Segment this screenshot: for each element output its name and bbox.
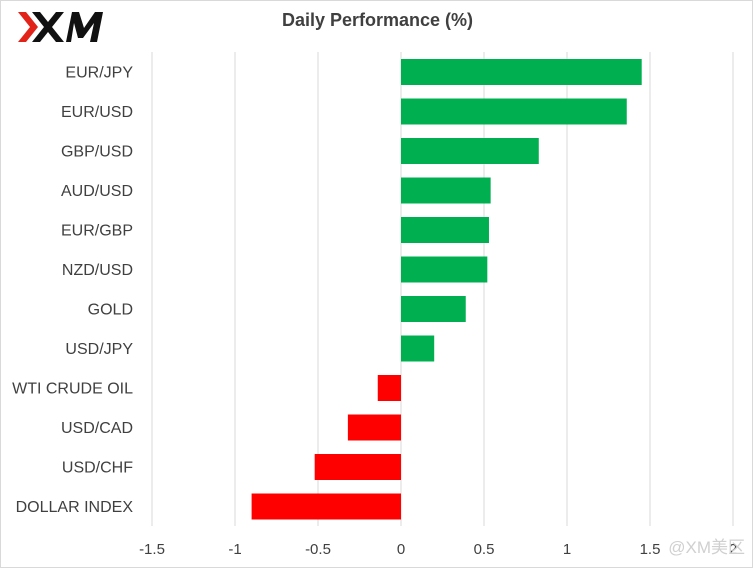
category-label: GBP/USD <box>61 144 133 161</box>
bar <box>401 296 466 322</box>
bar <box>401 217 489 243</box>
watermark: @XM美区 <box>668 538 745 557</box>
x-tick-label: 0 <box>397 541 405 558</box>
xm-logo: XM <box>18 12 103 42</box>
bar <box>377 375 401 401</box>
x-tick-label: -0.5 <box>305 541 331 558</box>
bar <box>347 414 401 441</box>
gridlines <box>151 52 734 526</box>
x-tick-label: 1.5 <box>640 541 661 558</box>
bar <box>401 138 539 164</box>
category-label: USD/CHF <box>62 460 133 477</box>
x-tick-label: 0.5 <box>474 541 495 558</box>
bars <box>251 59 642 520</box>
bar <box>251 493 401 520</box>
x-tick-label: -1.5 <box>139 541 165 558</box>
category-label: EUR/JPY <box>65 65 133 82</box>
bar <box>401 256 488 283</box>
category-label: GOLD <box>88 302 133 319</box>
category-label: DOLLAR INDEX <box>16 499 134 516</box>
chart-title: Daily Performance (%) <box>281 10 474 30</box>
category-label: AUD/USD <box>61 183 133 200</box>
x-tick-label: 1 <box>563 541 571 558</box>
category-labels: EUR/JPY EUR/USD GBP/USD AUD/USD EUR/GBP NZD/U… <box>12 65 133 517</box>
x-tick-label: -1 <box>228 541 241 558</box>
bar <box>401 59 642 85</box>
category-label: USD/CAD <box>61 420 133 437</box>
category-label: USD/JPY <box>65 341 133 358</box>
bar <box>401 335 435 362</box>
bar <box>401 177 491 204</box>
category-label: EUR/USD <box>61 104 133 121</box>
bar <box>401 98 627 125</box>
category-label: EUR/GBP <box>61 223 133 240</box>
bar <box>314 454 401 480</box>
x-tick-label: 2 <box>729 541 737 558</box>
category-label: WTI CRUDE OIL <box>12 381 133 398</box>
x-axis-ticks: -1.5 -1 -0.5 0 0.5 1 1.5 2 <box>139 541 737 558</box>
category-label: NZD/USD <box>62 262 133 279</box>
